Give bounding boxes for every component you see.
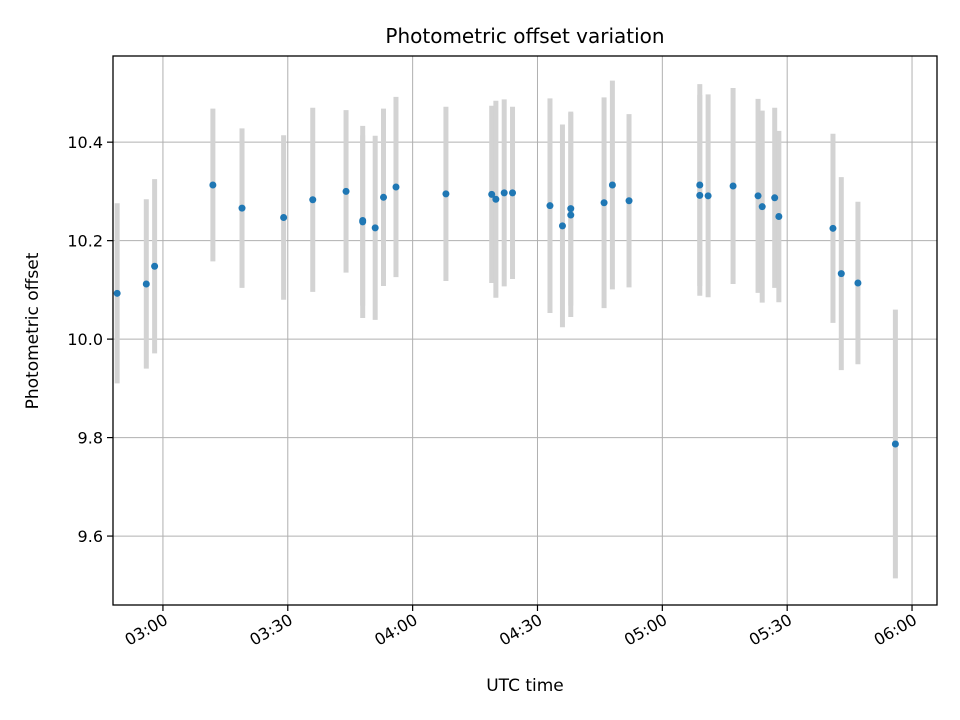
data-point (696, 181, 704, 189)
y-tick-label: 9.8 (78, 429, 103, 448)
data-point (392, 183, 400, 191)
data-point (704, 192, 712, 200)
data-point (775, 213, 783, 221)
y-tick-label: 10.4 (67, 133, 103, 152)
data-point (567, 205, 575, 213)
y-axis: 9.6 9.8 10.0 10.2 10.4 (67, 133, 113, 546)
data-point (342, 187, 350, 195)
data-point (729, 182, 737, 190)
data-point (829, 224, 837, 232)
data-point (608, 181, 616, 189)
data-point (758, 203, 766, 211)
x-axis-label: UTC time (486, 676, 564, 696)
data-point (891, 440, 899, 448)
data-point (837, 270, 845, 278)
data-point (558, 222, 566, 230)
y-tick-label: 10.2 (67, 232, 103, 251)
data-point (600, 199, 608, 207)
data-point (380, 193, 388, 201)
plot-frame (112, 55, 938, 606)
y-tick-label: 9.6 (78, 527, 103, 546)
data-point (280, 213, 288, 221)
data-point (209, 181, 217, 189)
data-point (309, 196, 317, 204)
chart-title: Photometric offset variation (385, 24, 664, 48)
data-point (500, 189, 508, 197)
data-point (771, 194, 779, 202)
data-point (359, 218, 367, 226)
grid (113, 56, 937, 605)
data-point (854, 279, 862, 287)
data-point (371, 224, 379, 232)
data-point (625, 197, 633, 205)
data-point (238, 204, 246, 212)
data-point (113, 289, 121, 297)
data-point (442, 190, 450, 198)
data-points (113, 181, 899, 448)
data-point (696, 191, 704, 199)
data-point (488, 190, 496, 198)
data-point (151, 262, 159, 270)
data-point (567, 211, 575, 219)
data-point (546, 202, 554, 210)
y-tick-label: 10.0 (67, 330, 103, 349)
data-point (509, 189, 517, 197)
data-point (142, 280, 150, 288)
data-point (754, 192, 762, 200)
data-point (492, 195, 500, 203)
y-axis-label: Photometric offset (23, 252, 43, 409)
